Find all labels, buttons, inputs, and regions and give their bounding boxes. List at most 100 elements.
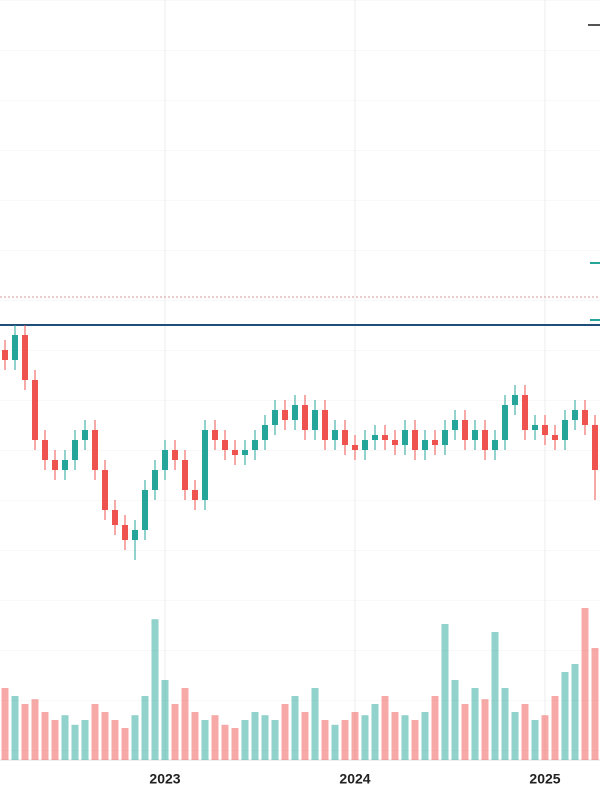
volume-bar <box>411 720 419 760</box>
candle-body <box>432 440 438 445</box>
volume-bar <box>1 688 9 760</box>
volume-bar <box>281 704 289 760</box>
candle-body <box>482 430 488 450</box>
background-grid <box>0 0 600 760</box>
candle-body <box>192 490 198 500</box>
volume-bar <box>81 720 89 760</box>
volume-bar <box>201 720 209 760</box>
candle-body <box>182 460 188 490</box>
candle-body <box>112 510 118 525</box>
candle-body <box>512 395 518 405</box>
volume-bar <box>531 720 539 760</box>
candle-body <box>552 435 558 440</box>
volume-bar <box>121 728 129 760</box>
volume-bar <box>271 720 279 760</box>
candle-body <box>542 425 548 435</box>
candle-body <box>122 525 128 540</box>
candle-body <box>212 430 218 440</box>
candle-body <box>372 435 378 440</box>
candle-body <box>42 440 48 460</box>
candle-body <box>402 430 408 445</box>
candle-body <box>582 410 588 425</box>
volume-bar <box>21 704 29 760</box>
candle-body <box>102 470 108 510</box>
x-tick-label: 2025 <box>529 771 560 787</box>
candle-body <box>292 405 298 420</box>
candle-body <box>162 450 168 470</box>
volume-bar <box>11 696 19 760</box>
volume-bar <box>141 696 149 760</box>
volume-bar <box>431 696 439 760</box>
candle-body <box>62 460 68 470</box>
volume-bar <box>561 672 569 760</box>
volume-bar <box>381 696 389 760</box>
candle-body <box>252 440 258 450</box>
candle-body <box>2 350 8 360</box>
volume-bar <box>51 720 59 760</box>
volume-bar <box>71 724 79 760</box>
volume-bar <box>151 619 159 760</box>
candle-body <box>172 450 178 460</box>
volume-bar <box>421 712 429 760</box>
volume-bar <box>31 699 39 760</box>
volume-bar <box>231 728 239 760</box>
x-tick-label: 2024 <box>339 771 370 787</box>
volume-bar <box>301 712 309 760</box>
volume-bar <box>331 724 339 760</box>
candle-body <box>202 430 208 500</box>
volume-bar <box>471 688 479 760</box>
candle-body <box>132 530 138 540</box>
volume-bar <box>61 715 69 760</box>
candle-body <box>32 380 38 440</box>
candle-body <box>82 430 88 440</box>
volume-bar <box>441 624 449 760</box>
volume-bar <box>321 720 329 760</box>
candle-body <box>72 440 78 460</box>
volume-bar <box>251 712 259 760</box>
volume-bar <box>501 688 509 760</box>
volume-bar <box>261 715 269 760</box>
candle-body <box>452 420 458 430</box>
candle-body <box>462 420 468 440</box>
candle-body <box>282 410 288 420</box>
volume-bar <box>311 688 319 760</box>
volume-bar <box>111 720 119 760</box>
volume-bar <box>341 720 349 760</box>
candle-body <box>422 440 428 450</box>
volume-bar <box>351 712 359 760</box>
candle-body <box>412 430 418 450</box>
candle-body <box>572 410 578 420</box>
volume-bar <box>491 632 499 760</box>
candle-body <box>492 440 498 450</box>
volume-bar <box>391 712 399 760</box>
candle-body <box>592 425 598 470</box>
volume-bar <box>161 680 169 760</box>
volume-bar <box>571 664 579 760</box>
candle-body <box>12 335 18 360</box>
candle-body <box>272 410 278 425</box>
candle-body <box>312 410 318 430</box>
candle-body <box>92 430 98 470</box>
volume-bar <box>181 688 189 760</box>
candle-body <box>52 460 58 470</box>
volume-bar <box>171 704 179 760</box>
volume-bar <box>551 696 559 760</box>
volume-bar <box>361 715 369 760</box>
volume-bar <box>401 715 409 760</box>
candle-body <box>352 445 358 450</box>
candle-body <box>302 405 308 430</box>
volume-bar <box>581 608 589 760</box>
volume-bar <box>451 680 459 760</box>
volume-bar <box>511 712 519 760</box>
volume-bar <box>191 712 199 760</box>
volume-bar <box>591 648 599 760</box>
candle-body <box>22 335 28 380</box>
candle-body <box>392 440 398 445</box>
candle-body <box>472 430 478 440</box>
candle-body <box>442 430 448 445</box>
candle-body <box>342 430 348 445</box>
volume-bar <box>481 699 489 760</box>
volume-bar <box>541 715 549 760</box>
